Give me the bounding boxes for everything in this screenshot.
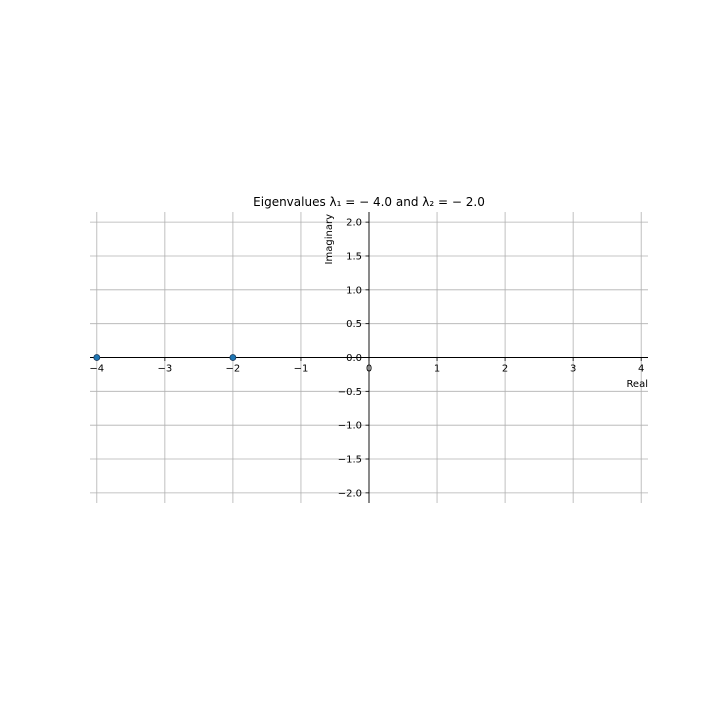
x-tick-label: −4: [89, 364, 104, 375]
axes: [90, 212, 648, 503]
y-tick-label: −1.0: [338, 421, 362, 432]
y-axis-label: Imaginary: [324, 214, 335, 265]
y-tick-label: −0.5: [338, 387, 362, 398]
y-tick-label: 0.0: [346, 353, 362, 364]
x-tick-label: 0: [366, 364, 372, 375]
y-tick-label: 1.5: [346, 251, 362, 262]
x-tick-label: 4: [638, 364, 644, 375]
tick-labels: −4 −3 −2 −1 0 1 2 3 4 −2.0 −1.5 −1.0 −0.5 0.0 0.5 1.0 1.…: [89, 218, 644, 500]
x-tick-label: 3: [570, 364, 576, 375]
x-tick-label: −2: [226, 364, 241, 375]
y-tick-label: −2.0: [338, 488, 362, 499]
x-tick-label: −3: [157, 364, 172, 375]
x-tick-label: −1: [294, 364, 309, 375]
data-points: [93, 354, 237, 361]
y-tick-label: 2.0: [346, 218, 362, 229]
y-tick-label: −1.5: [338, 455, 362, 466]
y-tick-label: 0.5: [346, 319, 362, 330]
x-axis-label: Real: [626, 379, 648, 390]
x-tick-label: 1: [434, 364, 440, 375]
y-tick-label: 1.0: [346, 285, 362, 296]
eigenvalue-point: [93, 354, 101, 361]
chart-title: Eigenvalues λ₁ = − 4.0 and λ₂ = − 2.0: [253, 195, 485, 209]
x-tick-label: 2: [502, 364, 508, 375]
eigenvalue-point: [229, 354, 237, 361]
